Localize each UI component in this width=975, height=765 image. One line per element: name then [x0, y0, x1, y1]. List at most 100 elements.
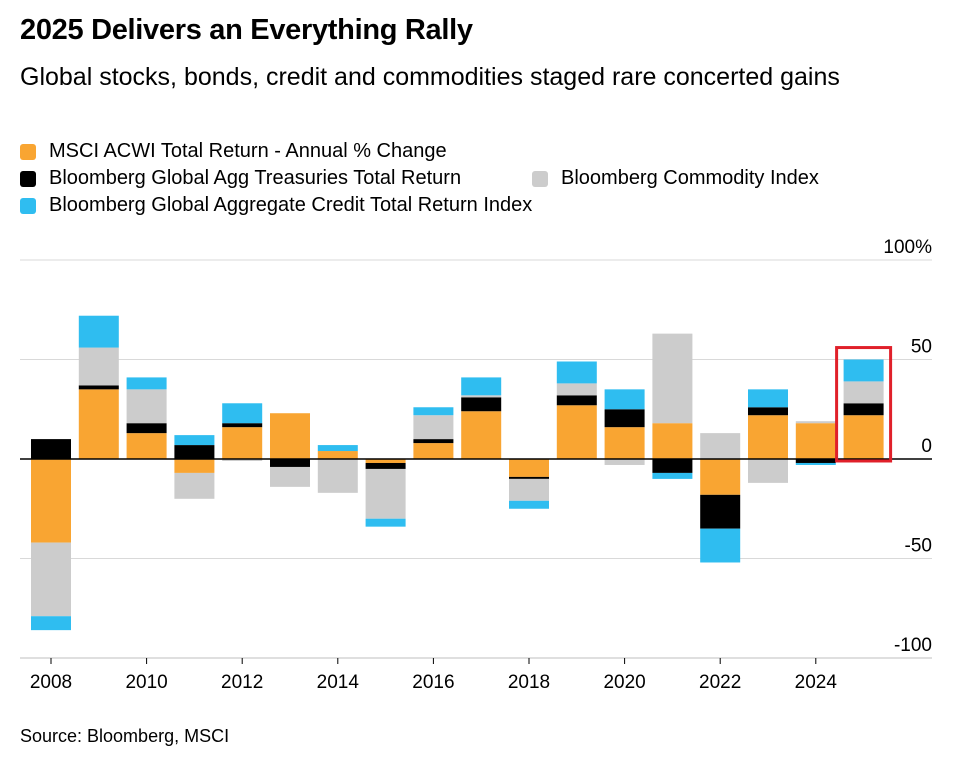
bar-stocks-2009 — [78, 389, 119, 459]
bar-commodities-2018 — [509, 478, 549, 501]
bar-stocks-2010 — [126, 433, 167, 459]
bar-credit-2016 — [413, 407, 454, 416]
bar-stocks-2008 — [31, 459, 71, 543]
bar-stocks-2015 — [365, 459, 406, 463]
bar-commodities-2009 — [78, 347, 119, 386]
bar-treasuries-2011 — [174, 445, 215, 459]
bar-commodities-2012 — [222, 459, 263, 461]
bar-treasuries-2024 — [795, 459, 836, 463]
bar-treasuries-2017 — [461, 397, 502, 412]
bar-commodities-2015 — [365, 468, 406, 519]
bar-credit-2017 — [461, 377, 502, 396]
bar-credit-2020 — [604, 389, 645, 410]
bar-credit-2018 — [509, 500, 549, 509]
bar-credit-2011 — [174, 435, 215, 446]
legend-item-commodities: Bloomberg Commodity Index — [532, 167, 819, 190]
bar-commodities-2011 — [174, 472, 215, 499]
bar-stocks-2016 — [413, 443, 454, 459]
bar-credit-2015 — [365, 518, 406, 527]
legend-label-stocks: MSCI ACWI Total Return - Annual % Change — [49, 140, 447, 162]
legend-swatch-treasuries — [20, 170, 36, 187]
bar-stocks-2019 — [556, 405, 597, 459]
bar-treasuries-2008 — [31, 439, 71, 459]
bar-treasuries-2013 — [270, 459, 310, 467]
bar-commodities-2008 — [31, 542, 71, 617]
bar-stocks-2013 — [270, 413, 310, 459]
bar-treasuries-2023 — [748, 407, 788, 416]
bar-stocks-2022 — [700, 459, 741, 495]
bar-stocks-2025 — [843, 415, 884, 459]
legend-swatch-credit — [20, 197, 36, 214]
bar-treasuries-2025 — [843, 403, 884, 416]
x-tick-label: 2008 — [30, 672, 72, 693]
bar-commodities-2013 — [270, 466, 310, 487]
chart-subtitle: Global stocks, bonds, credit and commodi… — [20, 63, 840, 91]
bar-credit-2009 — [78, 315, 119, 348]
highlight-box-2025 — [835, 346, 893, 463]
x-tick-label: 2012 — [221, 672, 263, 693]
bar-commodities-2014 — [317, 459, 358, 493]
bar-treasuries-2021 — [652, 459, 693, 473]
x-tick-label: 2024 — [795, 672, 838, 693]
bar-treasuries-2009 — [78, 385, 119, 390]
bar-credit-2021 — [652, 472, 693, 479]
bar-credit-2022 — [700, 528, 741, 563]
bar-commodities-2022 — [700, 433, 741, 459]
bar-stocks-2014 — [317, 451, 358, 459]
legend-item-credit: Bloomberg Global Aggregate Credit Total … — [20, 194, 532, 217]
bar-treasuries-2018 — [509, 476, 549, 479]
x-tick-label: 2016 — [412, 672, 454, 693]
bar-stocks-2018 — [509, 459, 549, 477]
legend-label-credit: Bloomberg Global Aggregate Credit Total … — [49, 194, 533, 216]
bar-treasuries-2015 — [365, 462, 406, 469]
bar-stocks-2020 — [604, 427, 645, 459]
x-tick-label: 2014 — [317, 672, 360, 693]
bar-credit-2014 — [317, 445, 358, 452]
x-tick-label: 2022 — [699, 672, 741, 693]
y-tick-label: 50 — [911, 337, 932, 358]
bar-credit-2025 — [843, 359, 884, 382]
bar-commodities-2016 — [413, 415, 454, 440]
legend-label-commodities: Bloomberg Commodity Index — [561, 167, 819, 189]
bar-treasuries-2022 — [700, 494, 741, 529]
bar-commodities-2021 — [652, 333, 693, 424]
bar-stocks-2012 — [222, 427, 263, 459]
bar-treasuries-2020 — [604, 409, 645, 428]
y-tick-label: 0 — [921, 436, 932, 457]
bar-commodities-2020 — [604, 459, 645, 465]
bar-treasuries-2012 — [222, 423, 263, 428]
bar-credit-2023 — [748, 389, 788, 408]
bar-commodities-2024 — [795, 421, 836, 424]
bar-commodities-2025 — [843, 381, 884, 404]
bar-credit-2008 — [31, 616, 71, 631]
y-tick-label: -50 — [905, 536, 932, 557]
legend-label-treasuries: Bloomberg Global Agg Treasuries Total Re… — [49, 167, 462, 189]
x-tick-label: 2018 — [508, 672, 550, 693]
bar-commodities-2019 — [556, 383, 597, 396]
x-tick-label: 2010 — [125, 672, 167, 693]
stacked-bar-chart: 100% 50 0 -50 -100 2008 2010 2012 2014 2016 2018 20… — [20, 237, 932, 693]
bar-stocks-2024 — [795, 423, 836, 459]
bar-credit-2019 — [556, 361, 597, 384]
bar-treasuries-2016 — [413, 439, 454, 444]
bar-treasuries-2010 — [126, 423, 167, 434]
bar-stocks-2011 — [174, 459, 215, 473]
bar-treasuries-2019 — [556, 395, 597, 406]
y-tick-label: -100 — [894, 635, 932, 656]
legend-item-stocks: MSCI ACWI Total Return - Annual % Change — [20, 140, 447, 163]
chart-title: 2025 Delivers an Everything Rally — [20, 14, 473, 46]
bar-stocks-2023 — [748, 415, 788, 459]
bar-credit-2012 — [222, 403, 263, 424]
legend-swatch-commodities — [532, 170, 548, 187]
source-note: Source: Bloomberg, MSCI — [20, 726, 230, 746]
bar-commodities-2023 — [748, 459, 788, 483]
legend-item-treasuries: Bloomberg Global Agg Treasuries Total Re… — [20, 167, 461, 190]
bar-credit-2010 — [126, 377, 167, 390]
bar-credit-2024 — [795, 462, 836, 465]
legend-swatch-stocks — [20, 143, 36, 160]
bar-stocks-2021 — [652, 423, 693, 459]
x-tick-label: 2020 — [603, 672, 645, 693]
y-tick-label: 100% — [883, 237, 932, 258]
bar-stocks-2017 — [461, 411, 502, 459]
bar-commodities-2010 — [126, 389, 167, 424]
